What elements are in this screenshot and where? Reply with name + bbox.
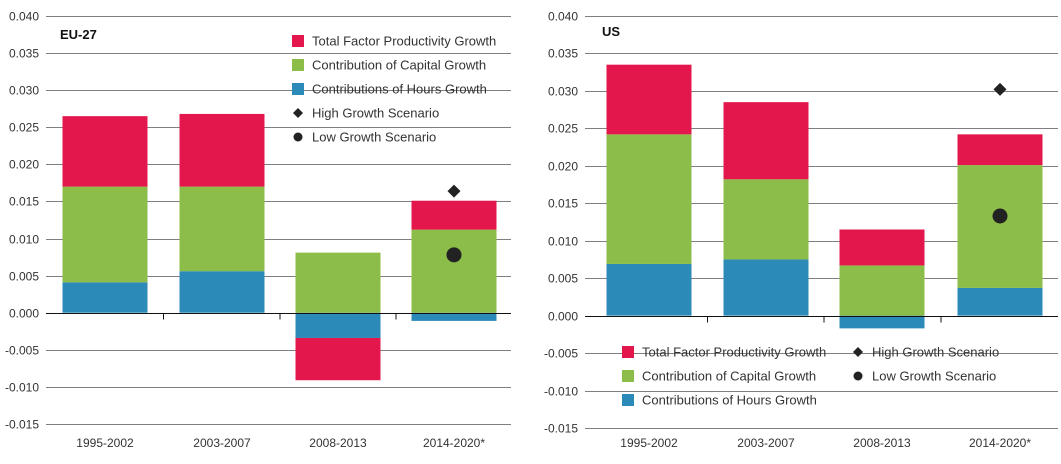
us-bar-tfp bbox=[606, 64, 692, 135]
eu27-high-growth-marker bbox=[447, 184, 461, 198]
eu27-legend-label: Contributions of Hours Growth bbox=[312, 82, 487, 97]
us-legend-swatch bbox=[622, 346, 634, 358]
eu27-y-tick-label: 0.005 bbox=[9, 270, 39, 284]
eu27-y-tick-label: 0.020 bbox=[9, 158, 39, 172]
us-legend-label: High Growth Scenario bbox=[872, 345, 999, 360]
eu27-legend-diamond-icon bbox=[293, 108, 303, 118]
us-bar-capital bbox=[606, 134, 692, 264]
eu27-bar-tfp bbox=[295, 337, 381, 381]
eu27-category-label: 2008-2013 bbox=[309, 436, 367, 450]
eu27-bar-capital bbox=[411, 229, 497, 313]
us-y-tick-label: 0.030 bbox=[548, 85, 578, 99]
us-bar-hours bbox=[723, 259, 809, 316]
us-low-growth-marker bbox=[992, 208, 1008, 224]
eu27-bar-hours bbox=[179, 271, 265, 313]
us-legend-label: Contribution of Capital Growth bbox=[642, 369, 816, 384]
us-legend-swatch bbox=[622, 370, 634, 382]
us-y-tick-label: 0.020 bbox=[548, 160, 578, 174]
us-y-tick-label: 0.015 bbox=[548, 197, 578, 211]
us-bar-tfp bbox=[723, 102, 809, 180]
eu27-low-growth-marker bbox=[446, 247, 462, 263]
eu27-legend-label: Contribution of Capital Growth bbox=[312, 58, 486, 73]
us-y-tick-label: 0.005 bbox=[548, 272, 578, 286]
us-legend-label: Total Factor Productivity Growth bbox=[642, 345, 826, 360]
us-legend-swatch bbox=[622, 394, 634, 406]
us-legend-circle-icon bbox=[853, 371, 863, 381]
us-y-tick-label: 0.035 bbox=[548, 47, 578, 61]
us-category-label: 1995-2002 bbox=[620, 436, 678, 450]
us-y-tick-label: 0.010 bbox=[548, 235, 578, 249]
us-category-label: 2003-2007 bbox=[737, 436, 795, 450]
us-bar-capital bbox=[839, 265, 925, 316]
eu27-legend-swatch bbox=[292, 83, 304, 95]
us-panel: 0.040 0.035 0.030 0.025 0.020 0.015 0.010 0.005… bbox=[544, 10, 1058, 450]
us-title: US bbox=[602, 24, 620, 39]
eu27-y-tick-label: 0.030 bbox=[9, 84, 39, 98]
eu27-y-tick-label: 0.040 bbox=[9, 10, 39, 24]
eu27-bar-capital bbox=[179, 186, 265, 272]
us-y-tick-label: -0.015 bbox=[544, 422, 578, 436]
us-legend-label: Contributions of Hours Growth bbox=[642, 393, 817, 408]
eu27-legend-label: Total Factor Productivity Growth bbox=[312, 34, 496, 49]
us-high-growth-marker bbox=[993, 82, 1007, 96]
eu27-bar-hours bbox=[62, 282, 148, 313]
us-y-tick-label: -0.010 bbox=[544, 385, 578, 399]
eu27-legend-label: High Growth Scenario bbox=[312, 106, 439, 121]
us-bar-tfp bbox=[839, 229, 925, 266]
us-y-tick-label: -0.005 bbox=[544, 347, 578, 361]
us-category-label: 2014-2020* bbox=[969, 436, 1031, 450]
eu27-y-tick-label: -0.010 bbox=[5, 381, 39, 395]
eu27-bar-tfp bbox=[62, 116, 148, 187]
us-bar-capital bbox=[723, 179, 809, 260]
eu27-panel: 0.040 0.035 0.030 0.025 0.020 0.015 0.010 0.005… bbox=[5, 10, 511, 450]
eu27-legend: Total Factor Productivity Growth Contribu… bbox=[292, 34, 496, 145]
eu27-legend-label: Low Growth Scenario bbox=[312, 130, 436, 145]
eu27-category-label: 2014-2020* bbox=[423, 436, 485, 450]
eu27-legend-swatch bbox=[292, 59, 304, 71]
eu27-y-tick-label: 0.025 bbox=[9, 121, 39, 135]
us-bar-capital bbox=[957, 165, 1043, 288]
us-category-label: 2008-2013 bbox=[853, 436, 911, 450]
eu27-y-tick-label: -0.005 bbox=[5, 344, 39, 358]
eu27-legend-swatch bbox=[292, 35, 304, 47]
eu27-bar-capital bbox=[62, 186, 148, 283]
us-legend-label: Low Growth Scenario bbox=[872, 369, 996, 384]
eu27-bar-tfp bbox=[411, 200, 497, 230]
eu27-bar-tfp bbox=[179, 113, 265, 187]
eu27-y-tick-label: -0.015 bbox=[5, 418, 39, 432]
us-y-tick-label: 0.040 bbox=[548, 10, 578, 24]
us-legend: Total Factor Productivity Growth High Gro… bbox=[622, 345, 999, 408]
us-y-tick-label: 0.000 bbox=[548, 310, 578, 324]
eu27-y-tick-label: 0.015 bbox=[9, 195, 39, 209]
us-bar-hours bbox=[839, 315, 925, 329]
eu27-bar-hours bbox=[411, 312, 497, 321]
eu27-y-tick-label: 0.000 bbox=[9, 307, 39, 321]
us-bar-tfp bbox=[957, 134, 1043, 166]
eu27-title: EU-27 bbox=[60, 27, 97, 42]
eu27-y-tick-label: 0.010 bbox=[9, 233, 39, 247]
eu27-bar-capital bbox=[295, 252, 381, 313]
eu27-category-label: 1995-2002 bbox=[76, 436, 134, 450]
eu27-category-label: 2003-2007 bbox=[193, 436, 251, 450]
us-bar-hours bbox=[606, 263, 692, 316]
us-y-tick-label: 0.025 bbox=[548, 122, 578, 136]
eu27-y-tick-label: 0.035 bbox=[9, 47, 39, 61]
eu27-legend-circle-icon bbox=[293, 132, 303, 142]
us-bar-hours bbox=[957, 287, 1043, 316]
eu27-bar-hours bbox=[295, 312, 381, 338]
us-legend-diamond-icon bbox=[853, 347, 863, 357]
